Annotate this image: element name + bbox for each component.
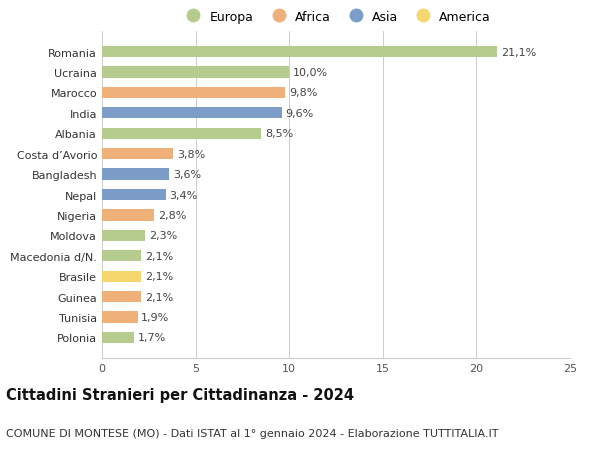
Bar <box>102 190 166 201</box>
Text: 1,7%: 1,7% <box>137 333 166 342</box>
Text: 1,9%: 1,9% <box>142 312 170 322</box>
Text: 21,1%: 21,1% <box>501 48 536 57</box>
Text: 3,6%: 3,6% <box>173 170 201 180</box>
Text: 2,3%: 2,3% <box>149 231 177 241</box>
Bar <box>102 230 145 241</box>
Text: COMUNE DI MONTESE (MO) - Dati ISTAT al 1° gennaio 2024 - Elaborazione TUTTITALIA: COMUNE DI MONTESE (MO) - Dati ISTAT al 1… <box>6 428 499 438</box>
Text: 2,1%: 2,1% <box>145 292 173 302</box>
Bar <box>102 210 154 221</box>
Text: Cittadini Stranieri per Cittadinanza - 2024: Cittadini Stranieri per Cittadinanza - 2… <box>6 387 354 403</box>
Bar <box>102 47 497 58</box>
Bar <box>102 312 137 323</box>
Bar <box>102 67 289 78</box>
Bar <box>102 332 134 343</box>
Bar <box>102 291 142 302</box>
Bar <box>102 88 286 99</box>
Text: 8,5%: 8,5% <box>265 129 293 139</box>
Text: 2,1%: 2,1% <box>145 272 173 281</box>
Bar <box>102 108 282 119</box>
Text: 9,8%: 9,8% <box>289 88 317 98</box>
Text: 9,6%: 9,6% <box>286 109 314 118</box>
Legend: Europa, Africa, Asia, America: Europa, Africa, Asia, America <box>176 6 496 29</box>
Bar <box>102 251 142 262</box>
Text: 2,8%: 2,8% <box>158 210 187 220</box>
Text: 3,4%: 3,4% <box>169 190 197 200</box>
Bar <box>102 149 173 160</box>
Text: 2,1%: 2,1% <box>145 251 173 261</box>
Text: 10,0%: 10,0% <box>293 68 328 78</box>
Text: 3,8%: 3,8% <box>177 149 205 159</box>
Bar <box>102 169 169 180</box>
Bar <box>102 129 261 140</box>
Bar <box>102 271 142 282</box>
